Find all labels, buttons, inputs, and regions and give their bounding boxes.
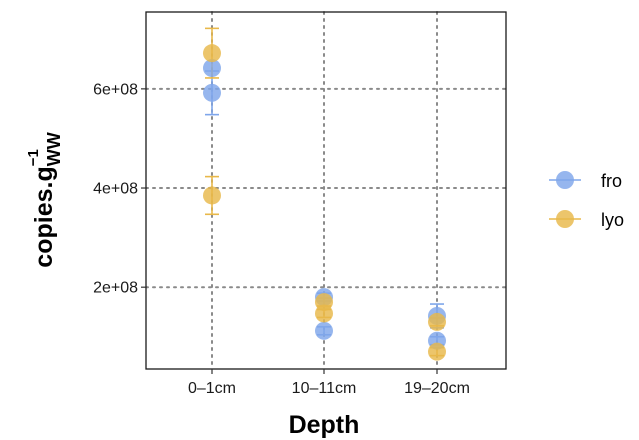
data-point-lyo [203, 44, 221, 63]
plot-panel-border [145, 11, 507, 370]
svg-text:copies.gWW−1: copies.gWW−1 [25, 132, 64, 267]
x-tick-label: 0–1cm [188, 380, 236, 397]
legend-key-point-lyo [556, 210, 574, 228]
data-point-lyo [428, 312, 446, 331]
legend-key-point-fro [556, 171, 574, 189]
data-point-lyo [203, 186, 221, 205]
legend: fro lyo [549, 171, 624, 230]
y-tick-label: 6e+08 [93, 81, 138, 98]
x-tick-label: 19–20cm [404, 380, 470, 397]
y-axis-title-superscript: −1 [25, 149, 42, 166]
legend-label-lyo: lyo [601, 210, 624, 230]
data-point-fro [315, 321, 333, 340]
y-axis-title-subscript: WW [44, 132, 64, 166]
y-axis-title: copies.gWW−1 [25, 132, 64, 267]
y-tick-label: 2e+08 [93, 280, 138, 297]
data-point-fro [203, 83, 221, 102]
y-axis-title-base: copies.g [30, 166, 58, 267]
x-axis-title: Depth [289, 411, 360, 439]
legend-label-fro: fro [601, 171, 622, 191]
data-point-lyo [428, 342, 446, 361]
y-tick-label: 4e+08 [93, 181, 138, 198]
axes: 2e+08 4e+08 6e+08 0–1cm 10–11cm 19–20cm [93, 81, 470, 397]
data-point-fro [203, 59, 221, 78]
x-tick-label: 10–11cm [292, 380, 357, 397]
gridlines [145, 11, 507, 370]
data-points [203, 44, 446, 361]
data-point-lyo [315, 304, 333, 323]
